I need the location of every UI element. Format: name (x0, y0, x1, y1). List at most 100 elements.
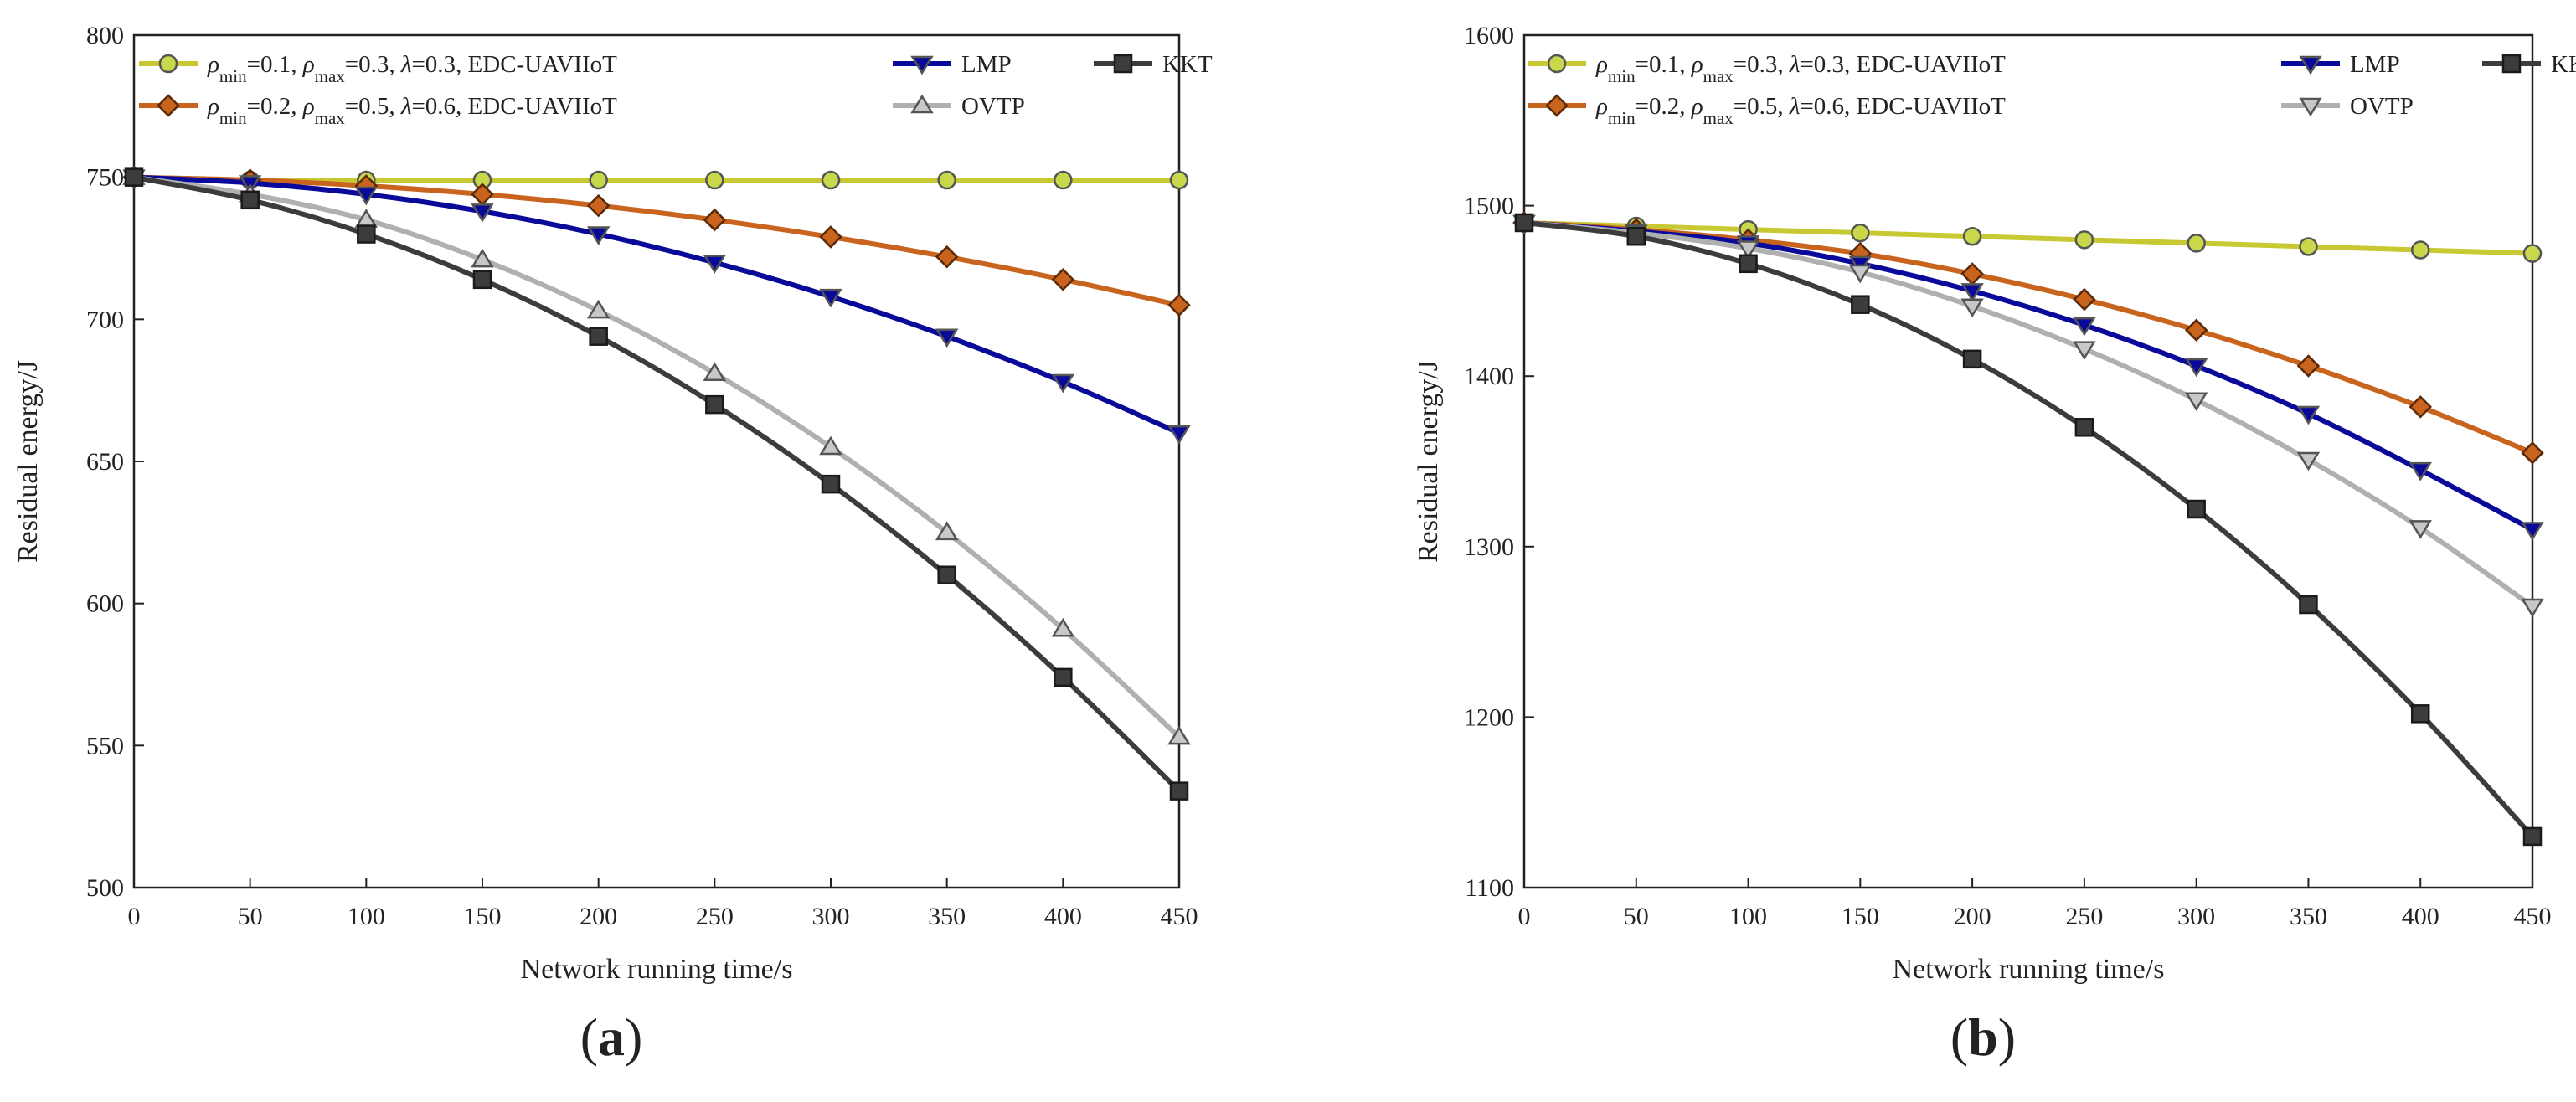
data-point-edc1 (1054, 170, 1073, 190)
data-point-kkt (472, 270, 492, 290)
x-tick-label: 350 (2290, 903, 2327, 930)
legend-marker-edc1 (1547, 54, 1567, 74)
legend-label-edc1-part: max (315, 66, 346, 86)
legend-label-edc2-part: ρ (1691, 93, 1703, 120)
data-point-edc2 (2073, 287, 2096, 312)
legend-label-edc2-part: max (1703, 108, 1734, 128)
data-point-lmp (2521, 522, 2544, 541)
data-point-ovtp (1848, 264, 1873, 284)
data-point-ovtp (2073, 341, 2096, 361)
data-point-ovtp (2409, 520, 2432, 539)
legend-label-edc2-part: min (219, 108, 247, 128)
legend-marker-edc2 (1545, 94, 1569, 117)
data-point-kkt (1626, 226, 1646, 246)
legend-marker-ovtp (2299, 97, 2322, 117)
data-point-edc1 (821, 170, 841, 190)
data-point-lmp (471, 203, 494, 223)
data-point-kkt (589, 327, 608, 346)
data-point-edc1 (1851, 223, 1870, 243)
data-point-kkt (240, 190, 260, 210)
data-point-kkt (2410, 704, 2430, 724)
x-tick-label: 50 (1624, 903, 1649, 930)
legend-label-edc2-part: ρ (302, 93, 315, 120)
legend-label-edc1-part: ρ (1595, 51, 1608, 78)
y-tick-label: 1100 (1465, 874, 1514, 902)
legend-marker-edc2 (157, 94, 180, 117)
x-tick-label: 0 (1518, 903, 1531, 930)
panel-caption-part: ) (625, 1007, 642, 1067)
legend-label-edc1-part: =0.1, (247, 51, 303, 78)
chart-panel-b: 0 50 100 150 200 250 300 350 400 450 1100 1200 1300 1… (1413, 22, 2576, 1067)
data-point-ovtp (703, 362, 727, 382)
legend-label-edc1-part: =0.3, EDC-UAVIIoT (411, 51, 617, 78)
x-tick-label: 100 (1729, 903, 1767, 930)
legend-label-edc2-part: ρ (207, 93, 219, 120)
data-point-ovtp (586, 299, 611, 319)
data-point-edc2 (2296, 354, 2321, 378)
y-tick-label: 1200 (1464, 703, 1514, 731)
legend-label-kkt: KKT (2551, 51, 2576, 78)
x-tick-label: 50 (238, 903, 263, 930)
legend-label-kkt: KKT (1162, 51, 1213, 78)
data-point-kkt (1169, 781, 1189, 801)
x-tick-label: 300 (812, 903, 850, 930)
y-tick-label: 800 (86, 22, 124, 49)
data-point-edc1 (2074, 230, 2094, 250)
data-point-edc2 (1960, 262, 1984, 286)
data-point-edc2 (2521, 441, 2544, 465)
data-point-ovtp (2184, 392, 2208, 412)
y-tick-label: 750 (86, 164, 124, 192)
data-point-lmp (354, 186, 379, 206)
data-point-kkt (1514, 213, 1534, 233)
x-tick-label: 250 (2065, 903, 2103, 930)
data-point-edc2 (819, 225, 842, 249)
data-point-kkt (1054, 667, 1073, 687)
panel-caption-part: a (598, 1007, 625, 1067)
data-point-edc1 (2299, 237, 2318, 256)
data-point-kkt (1962, 349, 1982, 369)
data-point-edc1 (589, 170, 608, 190)
legend-label-edc1-part: =0.1, (1636, 51, 1692, 78)
data-point-lmp (2073, 317, 2096, 337)
data-point-ovtp (471, 248, 494, 268)
x-tick-label: 0 (128, 903, 141, 930)
data-point-lmp (586, 226, 611, 245)
data-point-lmp (819, 288, 842, 308)
panel-caption-part: b (1968, 1007, 1998, 1067)
chart-panel-a: 0 50 100 150 200 250 300 350 400 450 500 550 600 650 7… (13, 22, 1213, 1067)
legend-label-edc2-part: =0.5, (345, 93, 401, 120)
x-tick-label: 450 (2514, 903, 2552, 930)
data-point-edc2 (586, 193, 611, 218)
data-point-edc1 (705, 170, 724, 190)
data-point-edc2 (703, 208, 727, 232)
data-point-kkt (705, 394, 724, 415)
plot-frame (1522, 33, 2534, 889)
data-point-ovtp (819, 435, 842, 456)
legend-marker-kkt (2501, 54, 2522, 74)
x-tick-label: 400 (2402, 903, 2439, 930)
legend-marker-lmp (2299, 55, 2322, 75)
data-point-ovtp (1960, 298, 1984, 318)
data-point-lmp (1960, 283, 1984, 302)
legend-marker-lmp (910, 55, 934, 75)
data-point-edc1 (2410, 240, 2430, 260)
x-tick-label: 300 (2177, 903, 2215, 930)
data-point-kkt (2187, 499, 2206, 519)
data-point-edc2 (935, 245, 959, 269)
data-point-edc1 (1962, 226, 1982, 246)
data-point-edc2 (471, 183, 494, 206)
y-tick-label: 500 (86, 874, 124, 902)
data-point-kkt (937, 565, 956, 584)
data-point-lmp (2184, 358, 2208, 378)
data-point-kkt (821, 474, 841, 494)
legend-label-edc2-part: λ (1789, 93, 1801, 120)
x-tick-label: 200 (1954, 903, 1991, 930)
x-tick-label: 100 (348, 903, 385, 930)
legend-label-ovtp: OVTP (2350, 93, 2414, 120)
y-axis-label: Residual energy/J (1413, 360, 1444, 563)
data-point-kkt (357, 224, 376, 244)
data-point-kkt (2074, 418, 2094, 437)
legend-label-lmp: LMP (2350, 51, 2400, 78)
legend-label-edc1-part: min (1608, 66, 1636, 86)
